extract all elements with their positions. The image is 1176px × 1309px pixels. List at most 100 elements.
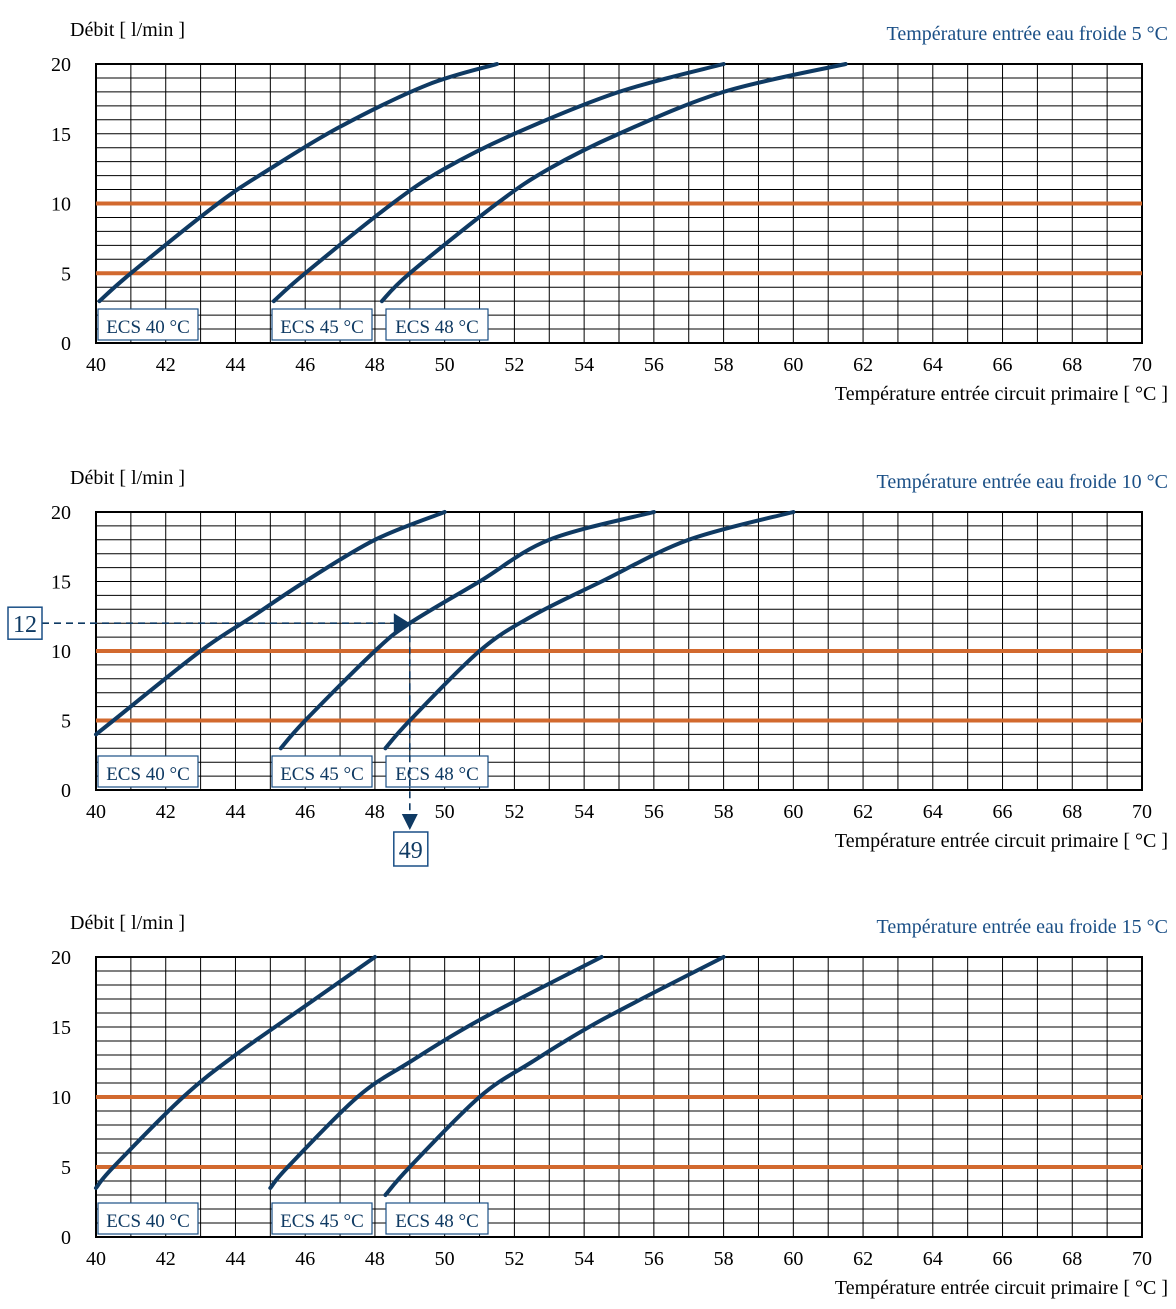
example-y-value: 12 [13,612,37,638]
series-label: ECS 45 °C [280,1211,364,1232]
y-tick-label: 10 [51,641,71,663]
x-tick-label: 42 [156,801,176,823]
y-tick-label: 20 [51,54,71,76]
y-tick-label: 10 [51,1087,71,1109]
y-tick-label: 15 [51,572,71,594]
example-arrow-right [393,613,410,634]
series-line-ecs-1 [94,955,377,1190]
y-tick-label: 5 [61,263,71,285]
series-line-ecs-3 [383,955,726,1197]
series-label-box [97,1202,199,1235]
series-label-box [271,308,373,341]
series-line-ecs-1 [94,510,447,737]
series-line-ecs-2 [268,955,604,1190]
series-label: ECS 40 °C [106,317,190,338]
series-label-box [385,755,489,788]
x-tick-label: 54 [574,354,594,376]
y-tick-label: 15 [51,124,71,146]
x-tick-label: 40 [86,1248,106,1270]
chart-title: Température entrée eau froide 15 °C [877,916,1168,938]
x-tick-label: 54 [574,801,594,823]
chart-panel-1: ECS 40 °C ECS 45 °C ECS 48 °C 0 5 10 15 20 40 42 4… [51,19,1168,405]
x-tick-label: 48 [365,1248,385,1270]
x-axis-label: Température entrée circuit primaire [ °C… [835,383,1168,405]
x-tick-label: 62 [853,801,873,823]
x-tick-label: 46 [295,1248,315,1270]
x-tick-label: 64 [923,801,943,823]
x-axis-label: Température entrée circuit primaire [ °C… [835,1277,1168,1299]
x-tick-label: 42 [156,1248,176,1270]
x-tick-label: 48 [365,354,385,376]
y-axis-label: Débit [ l/min ] [70,912,185,934]
chart-panel-3: ECS 40 °C ECS 45 °C ECS 48 °C 0 5 10 15 20 40 42 4… [51,912,1168,1299]
x-tick-label: 46 [295,354,315,376]
series-line-ecs-2 [271,62,726,304]
x-tick-label: 70 [1132,801,1152,823]
series-line-ecs-1 [97,62,499,304]
x-tick-label: 56 [644,1248,664,1270]
x-tick-label: 42 [156,354,176,376]
x-tick-label: 56 [644,354,664,376]
x-tick-label: 68 [1062,801,1082,823]
x-tick-label: 54 [574,1248,594,1270]
y-tick-label: 0 [61,333,71,355]
y-axis-label: Débit [ l/min ] [70,467,185,489]
y-tick-label: 15 [51,1017,71,1039]
x-tick-label: 60 [783,1248,803,1270]
x-tick-label: 40 [86,354,106,376]
x-tick-label: 44 [225,801,245,823]
example-x-value: 49 [399,838,423,864]
x-tick-label: 64 [923,1248,943,1270]
y-tick-label: 10 [51,194,71,216]
series-label: ECS 45 °C [280,317,364,338]
series-label-box [385,1202,489,1235]
y-tick-label: 5 [61,711,71,733]
y-axis-label: Débit [ l/min ] [70,19,185,41]
y-tick-label: 5 [61,1157,71,1179]
x-tick-label: 46 [295,801,315,823]
x-tick-label: 66 [993,1248,1013,1270]
series-line-ecs-2 [278,510,656,751]
series-label-box [97,755,199,788]
series-label: ECS 45 °C [280,764,364,785]
chart-title: Température entrée eau froide 5 °C [887,23,1168,45]
series-label-box [271,755,373,788]
x-tick-label: 62 [853,1248,873,1270]
x-axis-label: Température entrée circuit primaire [ °C… [835,830,1168,852]
y-tick-label: 0 [61,780,71,802]
series-label: ECS 48 °C [395,1211,479,1232]
x-tick-label: 60 [783,354,803,376]
series-label: ECS 40 °C [106,764,190,785]
x-tick-label: 68 [1062,354,1082,376]
series-label: ECS 40 °C [106,1211,190,1232]
example-arrow-down [401,814,418,830]
x-tick-label: 52 [504,1248,524,1270]
x-tick-label: 50 [435,354,455,376]
y-tick-label: 0 [61,1227,71,1249]
x-tick-label: 60 [783,801,803,823]
x-tick-label: 50 [435,1248,455,1270]
x-tick-label: 68 [1062,1248,1082,1270]
x-tick-label: 66 [993,354,1013,376]
x-tick-label: 70 [1132,1248,1152,1270]
series-label: ECS 48 °C [395,764,479,785]
x-tick-label: 58 [714,801,734,823]
y-tick-label: 20 [51,502,71,524]
x-tick-label: 40 [86,801,106,823]
x-tick-label: 44 [225,1248,245,1270]
series-label-box [271,1202,373,1235]
example-x-value-box [393,831,429,867]
x-tick-label: 58 [714,1248,734,1270]
series-label: ECS 48 °C [395,317,479,338]
y-tick-label: 20 [51,947,71,969]
x-tick-label: 62 [853,354,873,376]
chart-title: Température entrée eau froide 10 °C [877,471,1168,493]
x-tick-label: 52 [504,354,524,376]
x-tick-label: 44 [225,354,245,376]
x-tick-label: 70 [1132,354,1152,376]
example-y-value-box [7,606,43,640]
series-label-box [385,308,489,341]
series-line-ecs-3 [383,510,796,751]
x-tick-label: 52 [504,801,524,823]
